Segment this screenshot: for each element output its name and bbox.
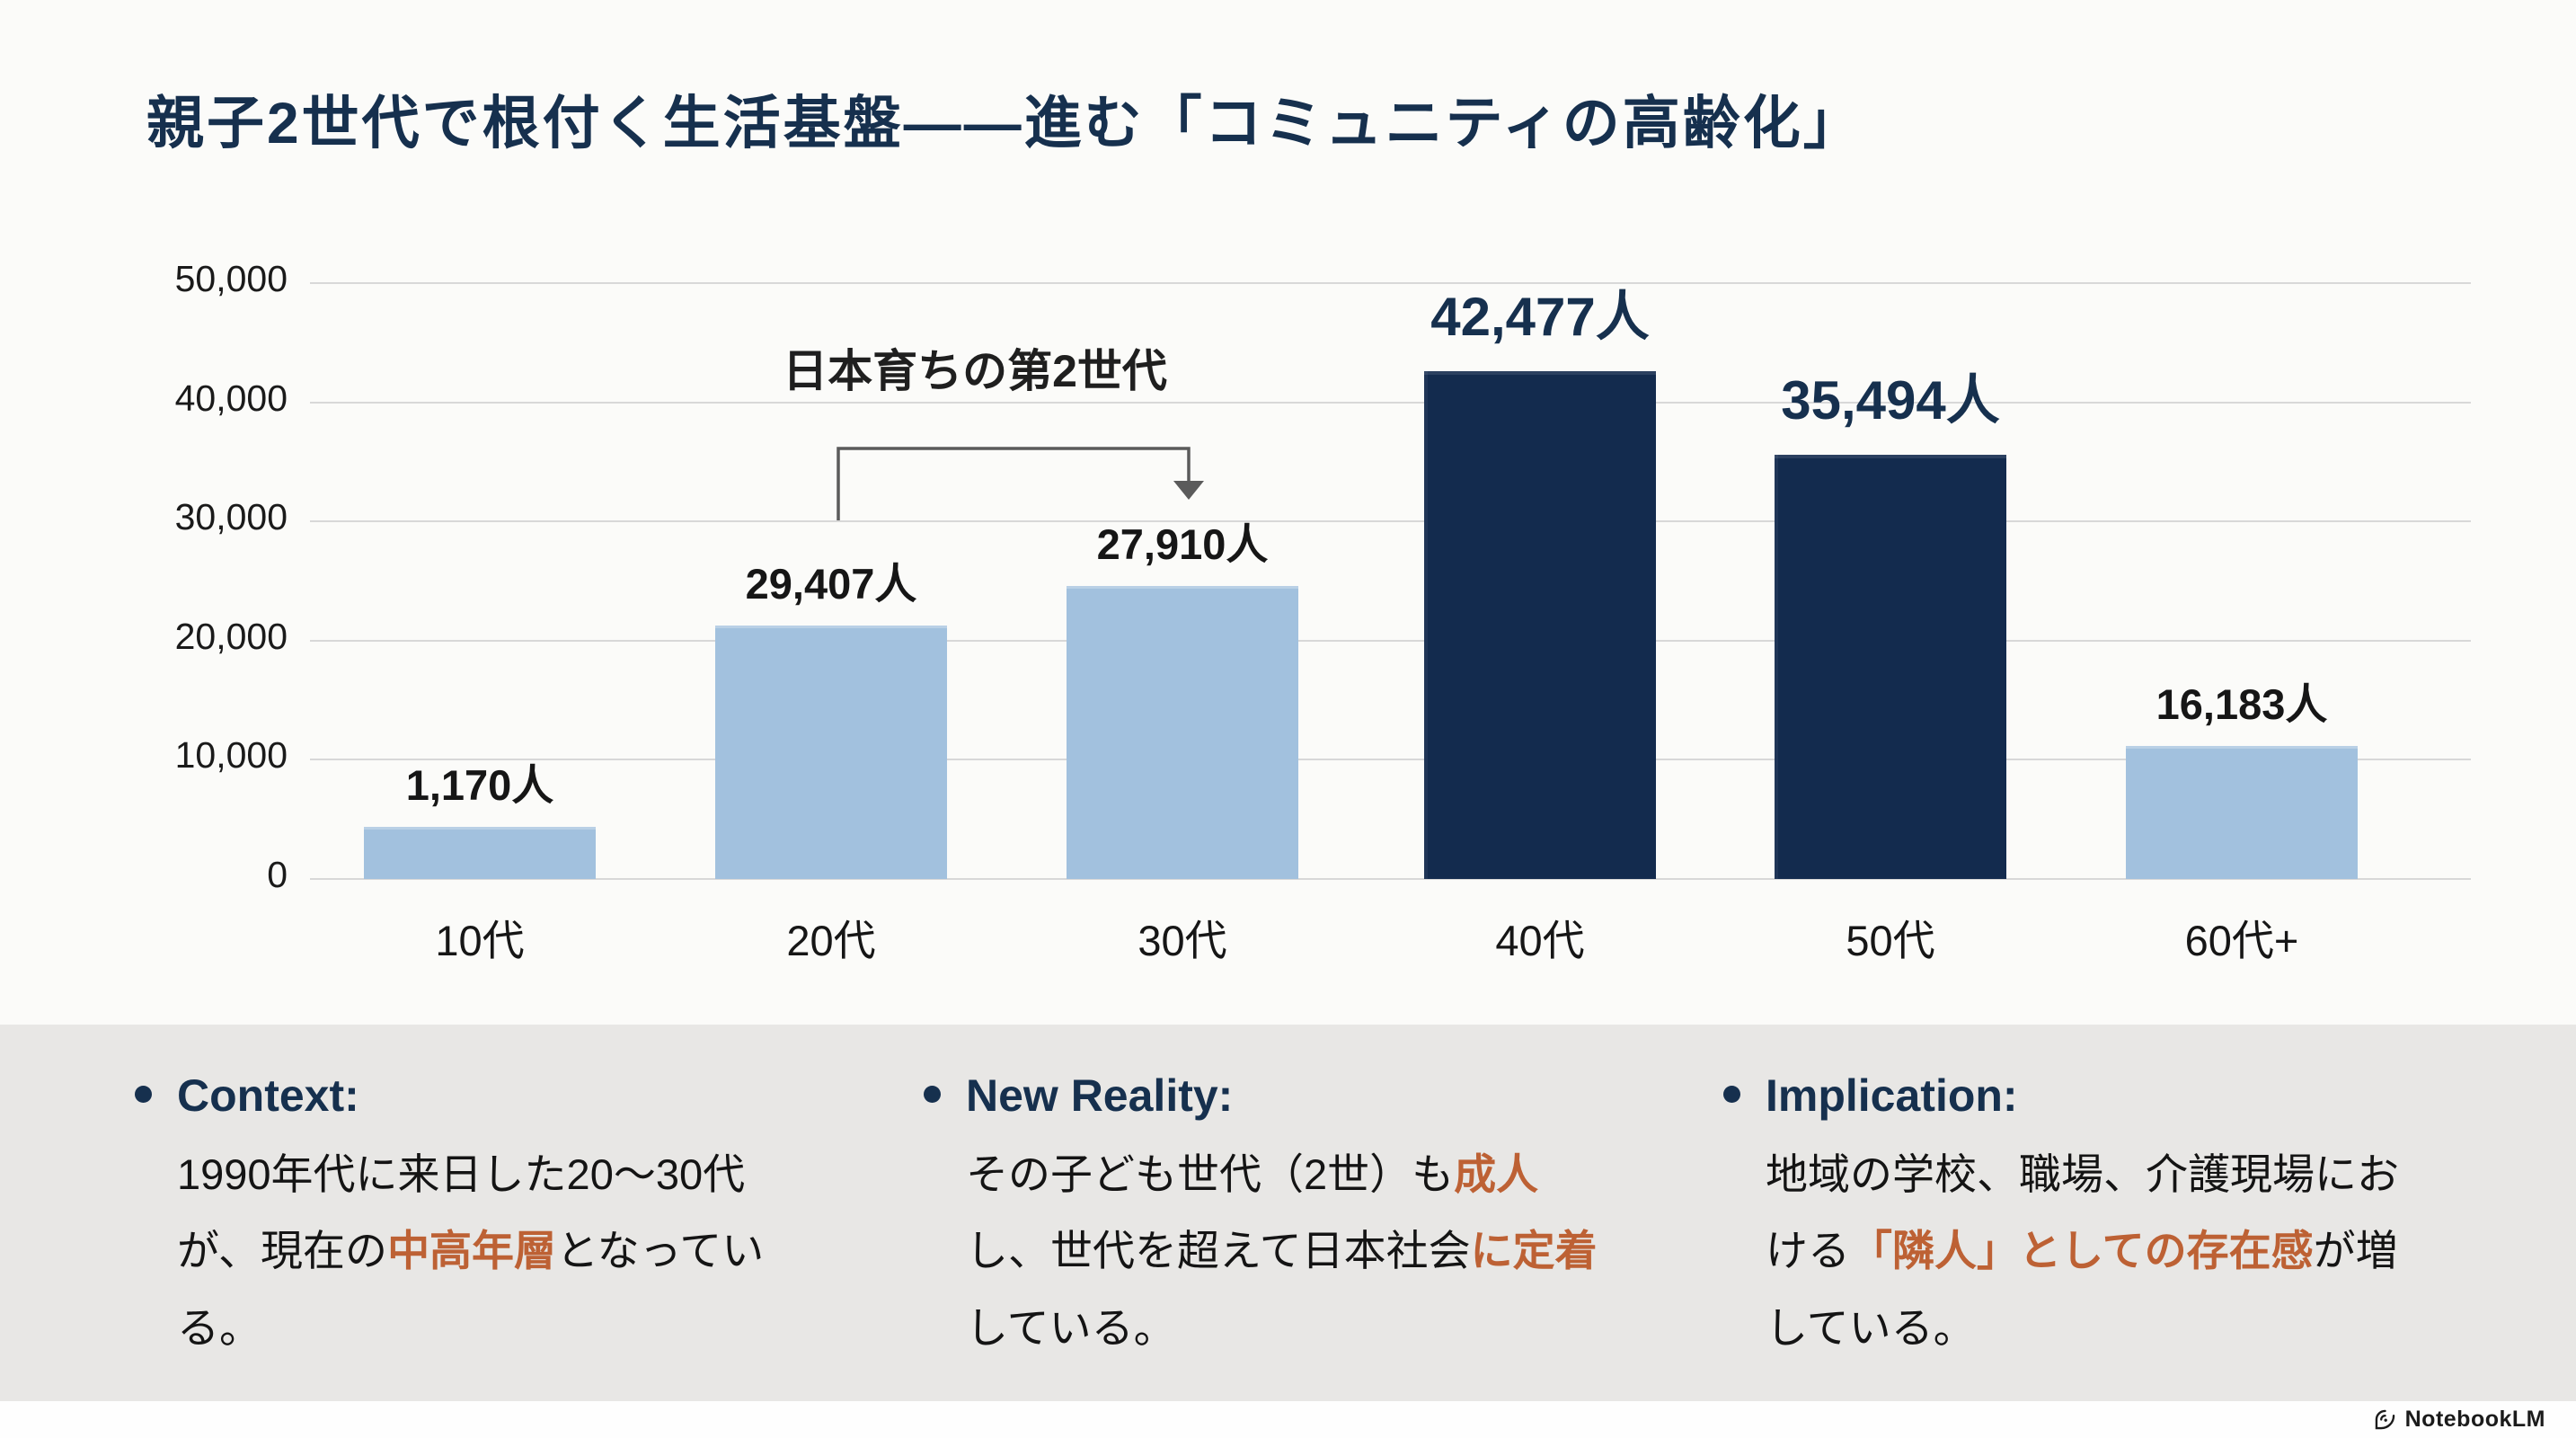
x-tick-label: 10代 (435, 917, 525, 964)
y-tick-label: 0 (267, 854, 288, 895)
body-text: 地域の学校、職場、介護現場における (1766, 1150, 2399, 1275)
highlighted-text: 「隣人」としての存在感 (1850, 1227, 2314, 1275)
gridline (310, 520, 2471, 523)
plot-area: 日本育ちの第2世代 1,170人 29,407人 27,910人 42,477人 35,… (310, 282, 2471, 880)
note-heading: Context: (177, 1070, 359, 1121)
bar-value-label: 16,183人 (2156, 679, 2328, 728)
chart-bar-1 (364, 826, 596, 879)
x-tick-label: 50代 (1846, 917, 1935, 964)
y-tick-label: 20,000 (174, 615, 288, 657)
notebooklm-logo: NotebookLM (2373, 1407, 2545, 1433)
y-tick-label: 30,000 (174, 496, 288, 538)
chart-bar-4 (1424, 371, 1656, 879)
highlighted-text: 中高年層 (387, 1227, 557, 1275)
chart-annotation: 日本育ちの第2世代 (783, 346, 1167, 396)
note-heading: New Reality: (966, 1070, 1234, 1121)
chart-bar-2 (715, 625, 947, 879)
y-tick-label: 40,000 (174, 377, 288, 419)
body-text: し、世代を超えて日本社会 (966, 1227, 1471, 1275)
x-tick-label: 20代 (786, 917, 876, 964)
body-text: している。 (966, 1303, 1176, 1352)
bar-value-label: 27,910人 (1096, 519, 1269, 568)
note-heading: Implication: (1766, 1070, 2018, 1121)
y-axis: 0 10,000 20,000 30,000 40,000 50,000 (81, 258, 288, 895)
bar-value-label: 35,494人 (1781, 369, 2000, 431)
note-column-3: Implication: 地域の学校、職場、介護現場における「隣人」としての存在感… (1723, 1066, 2412, 1366)
body-text: となっている。 (177, 1227, 765, 1352)
highlighted-text: 成人 (1454, 1150, 1539, 1198)
bullet-icon (135, 1086, 152, 1103)
note-body: 地域の学校、職場、介護現場における「隣人」としての存在感が増している。 (1766, 1136, 2412, 1367)
gridline (310, 759, 2471, 761)
note-body: その子ども世代（2世）も成人し、世代を超えて日本社会に定着している。 (966, 1136, 1622, 1367)
notebooklm-wordmark: NotebookLM (2404, 1407, 2545, 1432)
chart-bar-5 (1775, 454, 2006, 879)
body-text: が増している。 (1766, 1227, 2398, 1352)
x-tick-label: 60代+ (2184, 917, 2299, 964)
x-tick-label: 30代 (1138, 917, 1227, 964)
gridline (310, 878, 2471, 880)
note-column-1: Context: 1990年代に来日した20〜30代が、現在の中高年層となっている… (135, 1066, 806, 1366)
body-text: その子ども世代（2世）も (966, 1150, 1455, 1198)
chart-bar-6 (2126, 745, 2358, 879)
gridline (310, 401, 2471, 404)
bullet-icon (1723, 1086, 1740, 1103)
gridline (310, 282, 2471, 284)
bar-chart: 0 10,000 20,000 30,000 40,000 50,000 日本育ちの第2世… (81, 258, 2471, 969)
notebooklm-icon (2375, 1409, 2395, 1430)
notes-panel: Context: 1990年代に来日した20〜30代が、現在の中高年層となっている… (0, 1025, 2576, 1401)
note-column-2: New Reality: その子ども世代（2世）も成人し、世代を超えて日本社会に定… (924, 1066, 1622, 1366)
note-body: 1990年代に来日した20〜30代が、現在の中高年層となっている。 (177, 1136, 806, 1367)
footer: NotebookLM (0, 1401, 2576, 1438)
x-axis: 10代 20代 30代 40代 50代 60代+ (310, 906, 2471, 969)
bullet-icon (924, 1086, 941, 1103)
y-tick-label: 50,000 (174, 258, 288, 299)
bar-value-label: 42,477人 (1430, 287, 1650, 348)
bar-value-label: 29,407人 (745, 559, 917, 608)
y-tick-label: 10,000 (174, 734, 288, 777)
bar-value-label: 1,170人 (405, 760, 554, 809)
gridline (310, 639, 2471, 642)
chart-bar-3 (1067, 585, 1298, 879)
x-tick-label: 40代 (1495, 917, 1585, 964)
highlighted-text: に定着 (1470, 1227, 1598, 1275)
body-text: 1990年代に来日した20〜30代が、現在の (177, 1150, 746, 1275)
slide-title: 親子2世代で根付く生活基盤——進む「コミュニティの高齢化」 (146, 91, 1863, 155)
